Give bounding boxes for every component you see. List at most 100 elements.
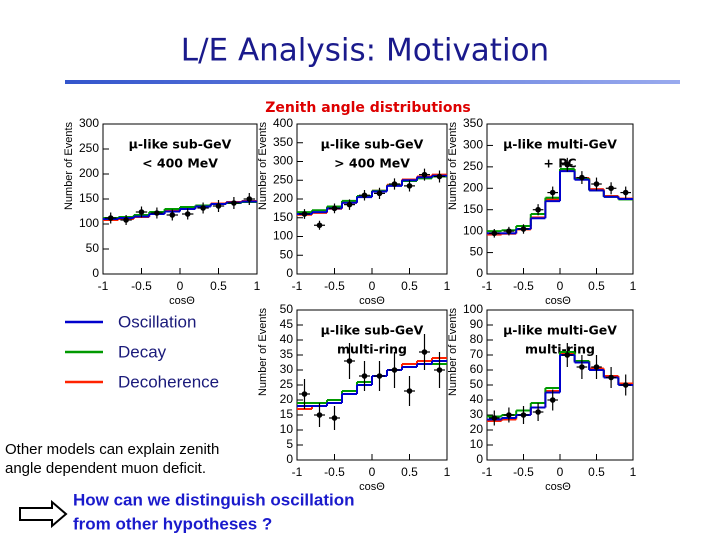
y-tick-label: 150 <box>79 191 99 205</box>
data-point <box>491 230 498 237</box>
data-point <box>231 200 237 206</box>
data-point <box>184 211 191 217</box>
y-tick-label: 10 <box>470 437 484 451</box>
data-point <box>520 412 527 418</box>
data-point <box>608 185 614 192</box>
y-tick-label: 50 <box>86 241 100 255</box>
y-tick-label: 0 <box>476 452 483 466</box>
y-axis-label: Number of Events <box>447 121 459 210</box>
y-tick-label: 15 <box>280 407 294 421</box>
y-axis-label: Number of Events <box>63 121 75 210</box>
y-tick-label: 100 <box>463 302 483 316</box>
data-point <box>535 206 541 213</box>
data-point <box>346 201 353 208</box>
y-tick-label: 0 <box>476 266 483 280</box>
x-axis-label: cosΘ <box>359 481 385 493</box>
data-point <box>123 217 129 223</box>
data-point <box>361 192 368 199</box>
arrow-icon <box>19 499 68 529</box>
data-point <box>391 181 398 187</box>
data-point <box>535 409 541 415</box>
x-tick-label: 1 <box>630 279 637 293</box>
data-point <box>361 373 368 379</box>
y-tick-label: 60 <box>470 362 484 376</box>
y-tick-label: 300 <box>463 138 483 152</box>
data-point <box>376 190 383 197</box>
legend-label: Decay <box>118 342 167 361</box>
y-tick-label: 5 <box>286 437 293 451</box>
x-tick-label: -1 <box>292 279 303 293</box>
x-tick-label: -1 <box>292 465 303 479</box>
data-point <box>246 196 253 202</box>
y-tick-label: 100 <box>273 229 293 243</box>
y-tick-label: 0 <box>92 266 99 280</box>
data-point <box>436 173 443 180</box>
y-tick-label: 100 <box>463 223 483 237</box>
data-point <box>301 211 308 217</box>
data-point <box>138 209 145 215</box>
data-point <box>215 203 222 209</box>
x-tick-label: 0 <box>557 465 564 479</box>
plot-frame <box>296 123 448 275</box>
x-tick-label: -0.5 <box>513 465 534 479</box>
x-tick-label: 0.5 <box>588 279 605 293</box>
panel-label: μ-like sub-GeV <box>129 137 232 152</box>
y-tick-label: 50 <box>280 302 294 316</box>
y-axis-label: Number of Events <box>257 121 269 210</box>
x-tick-label: 1 <box>254 279 261 293</box>
x-axis-label: cosΘ <box>359 295 385 307</box>
y-tick-label: 350 <box>273 135 293 149</box>
data-point <box>593 181 600 187</box>
y-tick-label: 0 <box>286 266 293 280</box>
y-tick-label: 10 <box>280 422 294 436</box>
y-tick-label: 30 <box>470 407 484 421</box>
x-tick-label: 1 <box>444 465 451 479</box>
y-tick-label: 20 <box>470 422 484 436</box>
x-axis-label: cosΘ <box>545 295 571 307</box>
data-point <box>316 412 323 418</box>
x-tick-label: 0 <box>557 279 564 293</box>
question-line: from other hypotheses ? <box>73 514 272 533</box>
plot-frame <box>102 123 258 275</box>
data-point <box>436 367 443 373</box>
note-line: angle dependent muon deficit. <box>5 460 206 477</box>
y-tick-label: 300 <box>79 116 99 130</box>
x-tick-label: -0.5 <box>131 279 152 293</box>
data-point <box>549 189 556 196</box>
data-point <box>391 367 398 373</box>
y-tick-label: 400 <box>273 116 293 130</box>
y-tick-label: 300 <box>273 154 293 168</box>
data-point <box>622 382 629 388</box>
data-point <box>608 374 614 381</box>
x-tick-label: 0.5 <box>401 465 418 479</box>
y-tick-label: 200 <box>463 180 483 194</box>
y-tick-label: 200 <box>273 191 293 205</box>
y-tick-label: 45 <box>280 317 294 331</box>
x-tick-label: -1 <box>482 465 493 479</box>
question-line: How can we distinguish oscillation <box>73 490 354 509</box>
data-point <box>331 415 338 421</box>
x-axis-label: cosΘ <box>545 481 571 493</box>
y-tick-label: 350 <box>463 116 483 130</box>
x-tick-label: 1 <box>630 465 637 479</box>
y-tick-label: 20 <box>280 392 294 406</box>
y-tick-label: 0 <box>286 452 293 466</box>
y-tick-label: 25 <box>280 377 294 391</box>
y-axis-label: Number of Events <box>447 307 459 396</box>
data-point <box>406 183 413 189</box>
data-point <box>506 228 512 234</box>
data-point <box>301 391 308 397</box>
x-axis-label: cosΘ <box>169 295 195 307</box>
data-point <box>564 352 571 358</box>
data-point <box>421 349 428 355</box>
y-tick-label: 80 <box>470 332 484 346</box>
y-tick-label: 50 <box>470 245 484 259</box>
data-point <box>346 358 353 364</box>
y-tick-label: 200 <box>79 166 99 180</box>
data-point <box>107 215 114 221</box>
subtitle: Zenith angle distributions <box>265 100 471 116</box>
data-point <box>331 205 338 212</box>
x-tick-label: -1 <box>482 279 493 293</box>
y-tick-label: 50 <box>470 377 484 391</box>
panel-label: multi-ring <box>337 342 407 357</box>
